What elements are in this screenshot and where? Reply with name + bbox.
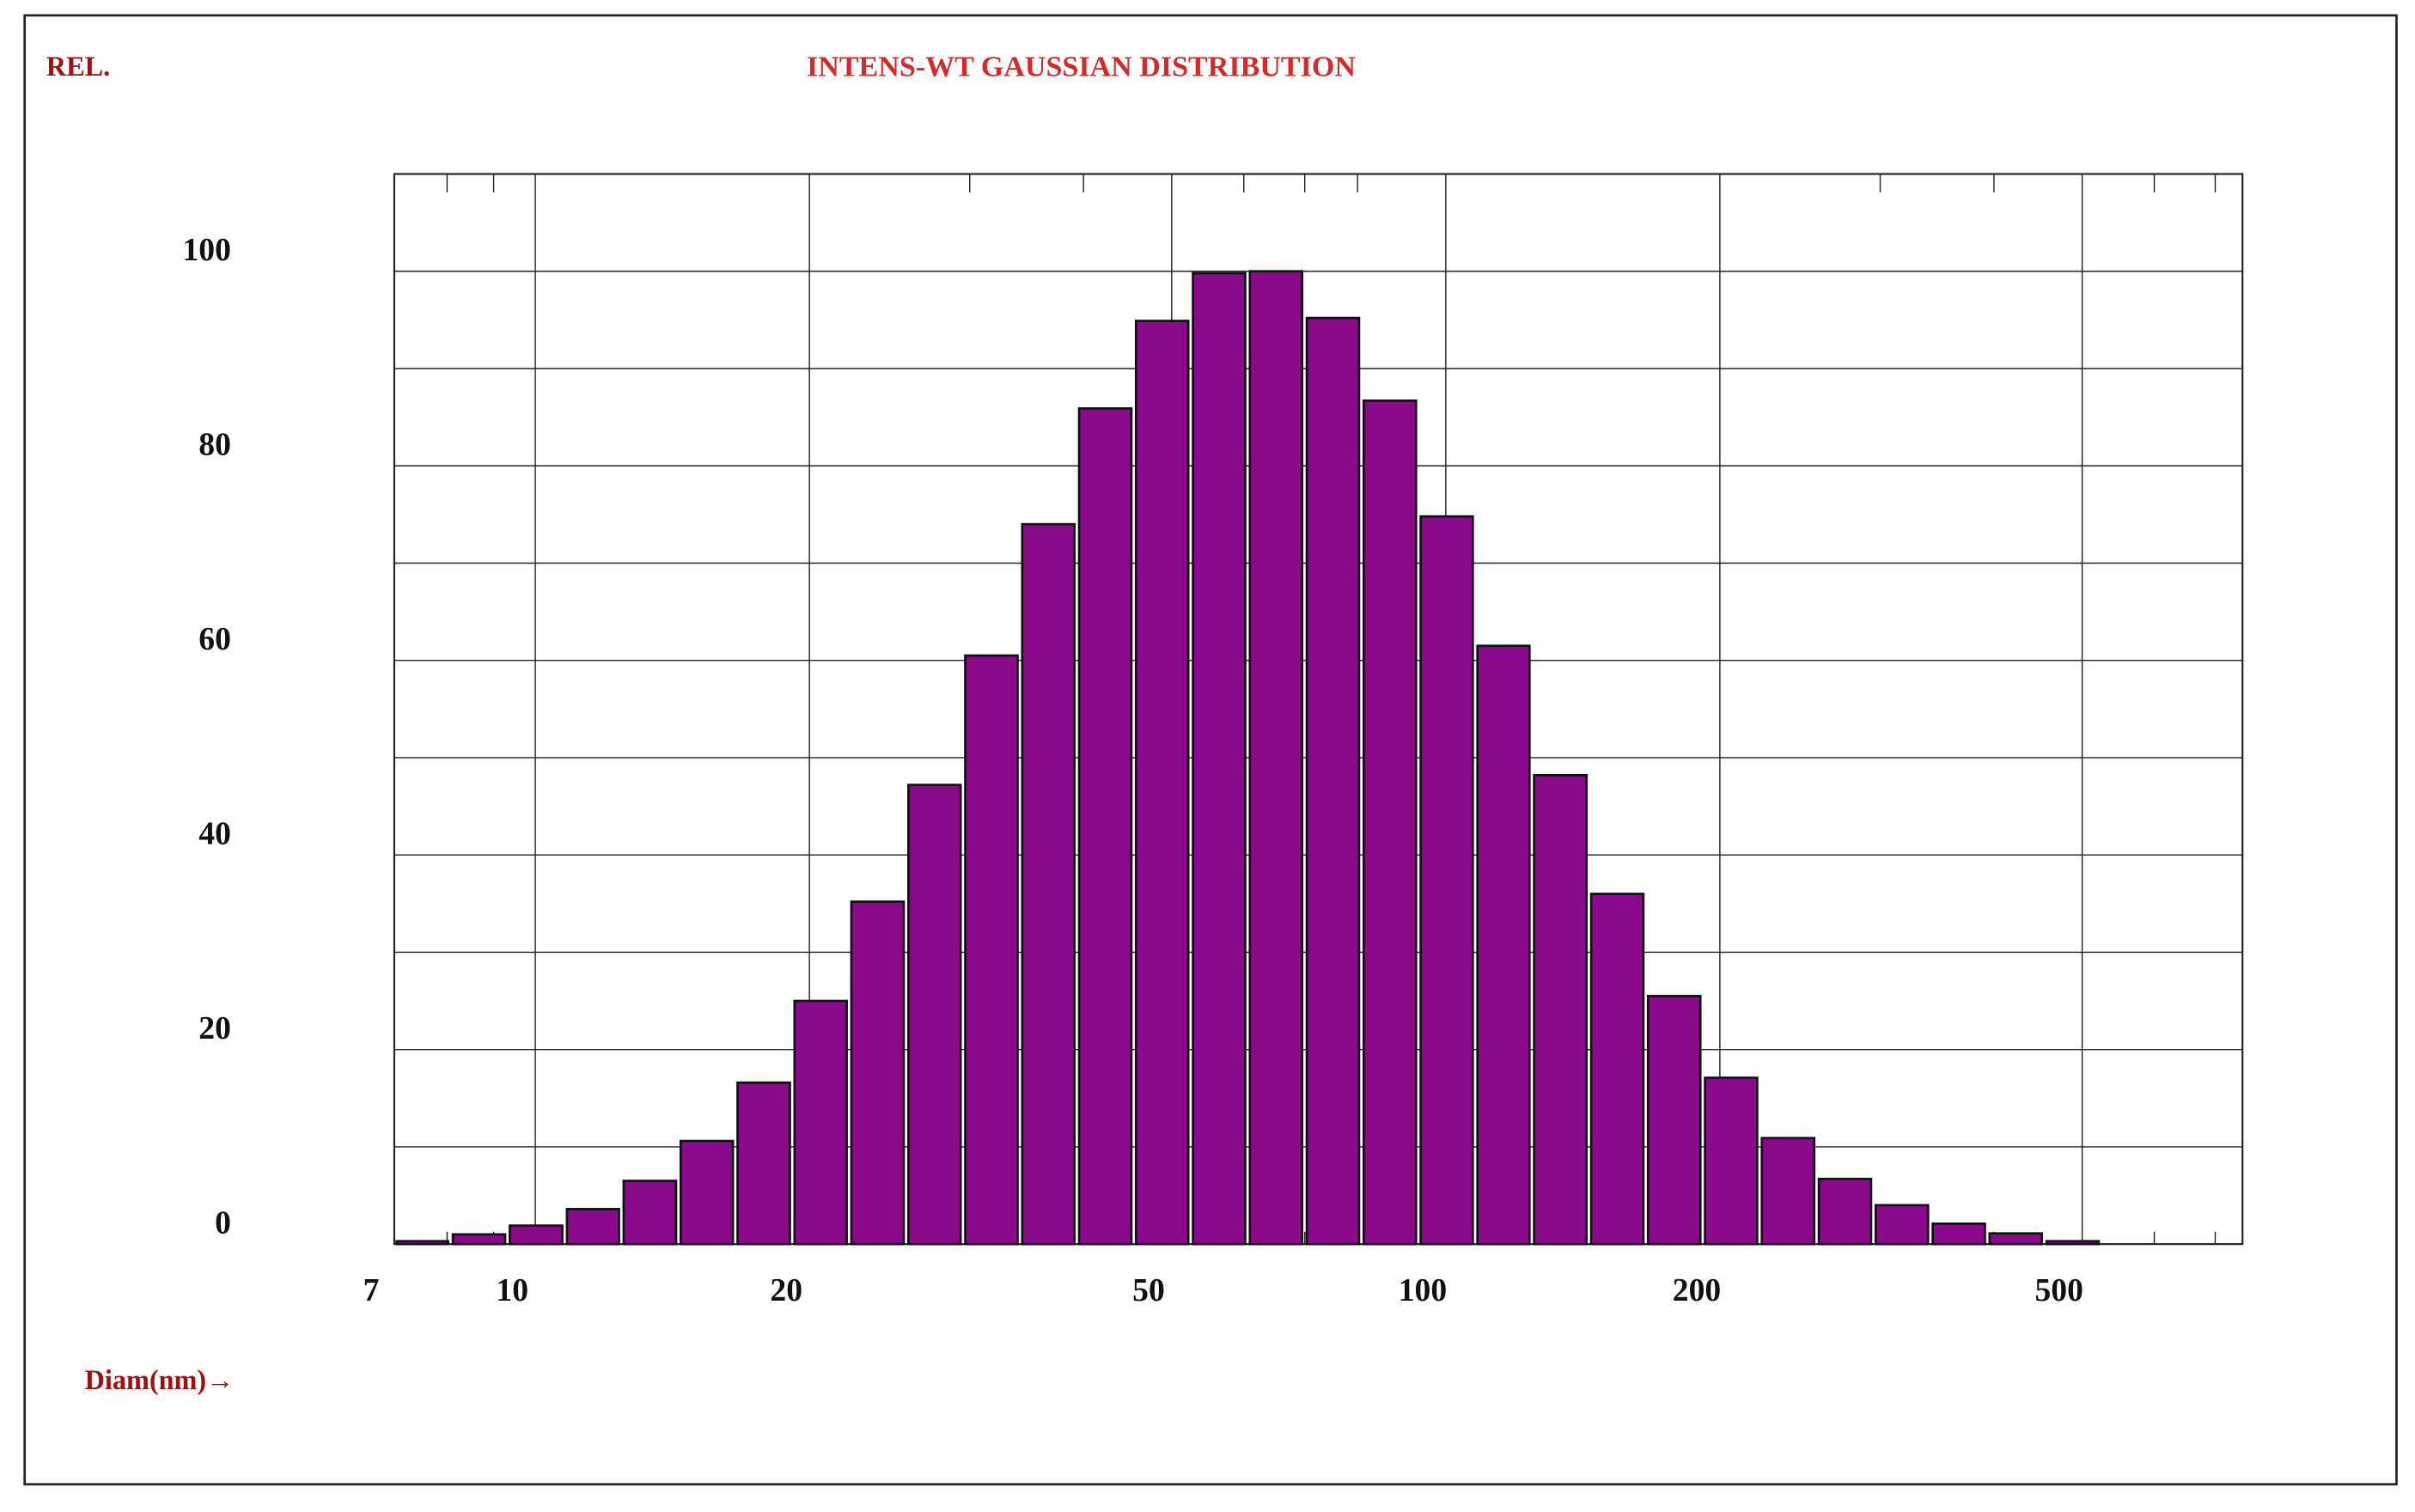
bar: [1134, 320, 1190, 1246]
x-tick-label: 50: [1132, 1272, 1165, 1308]
bar: [1305, 316, 1361, 1246]
bar: [1248, 270, 1304, 1246]
bar: [1476, 644, 1531, 1246]
bar: [1533, 773, 1589, 1246]
x-axis-label: Diam(nm)→: [85, 1364, 235, 1395]
bar: [964, 654, 1019, 1246]
x-tick-label: 500: [2034, 1272, 2083, 1308]
bar: [1931, 1222, 1986, 1246]
bar: [1704, 1076, 1759, 1246]
bar: [2045, 1240, 2101, 1246]
bar: [565, 1208, 620, 1246]
bar: [1589, 893, 1645, 1246]
bar: [1192, 271, 1247, 1246]
bar: [395, 1240, 450, 1246]
bar: [1077, 407, 1133, 1246]
bar: [1021, 522, 1076, 1246]
y-tick-label: 0: [215, 1204, 231, 1241]
bar: [1760, 1137, 1816, 1246]
x-tick-label: 7: [363, 1272, 380, 1308]
bar: [1988, 1232, 2044, 1246]
bar: [1419, 515, 1474, 1246]
bar: [622, 1180, 678, 1246]
bar: [1874, 1204, 1930, 1246]
y-tick-label: 20: [198, 1010, 231, 1046]
x-tick-label: 10: [496, 1272, 528, 1308]
y-tick-label: 40: [198, 815, 231, 851]
bar: [1646, 995, 1702, 1246]
x-tick-label: 200: [1673, 1272, 1721, 1308]
bar: [509, 1224, 564, 1246]
x-tick-label: 100: [1399, 1272, 1447, 1308]
bar: [1817, 1177, 1873, 1246]
bar: [1362, 399, 1418, 1246]
chart-title: INTENS-WT GAUSSIAN DISTRIBUTION: [807, 51, 1356, 82]
y-tick-label: 60: [198, 621, 231, 657]
y-axis-label: REL.: [46, 51, 110, 82]
y-tick-label: 100: [182, 232, 230, 268]
bar: [451, 1233, 507, 1246]
bar: [679, 1139, 735, 1246]
bar: [736, 1081, 791, 1246]
bar: [850, 900, 906, 1246]
bar: [906, 783, 962, 1246]
y-tick-label: 80: [198, 426, 231, 462]
x-tick-label: 20: [770, 1272, 802, 1308]
bar: [793, 999, 848, 1246]
